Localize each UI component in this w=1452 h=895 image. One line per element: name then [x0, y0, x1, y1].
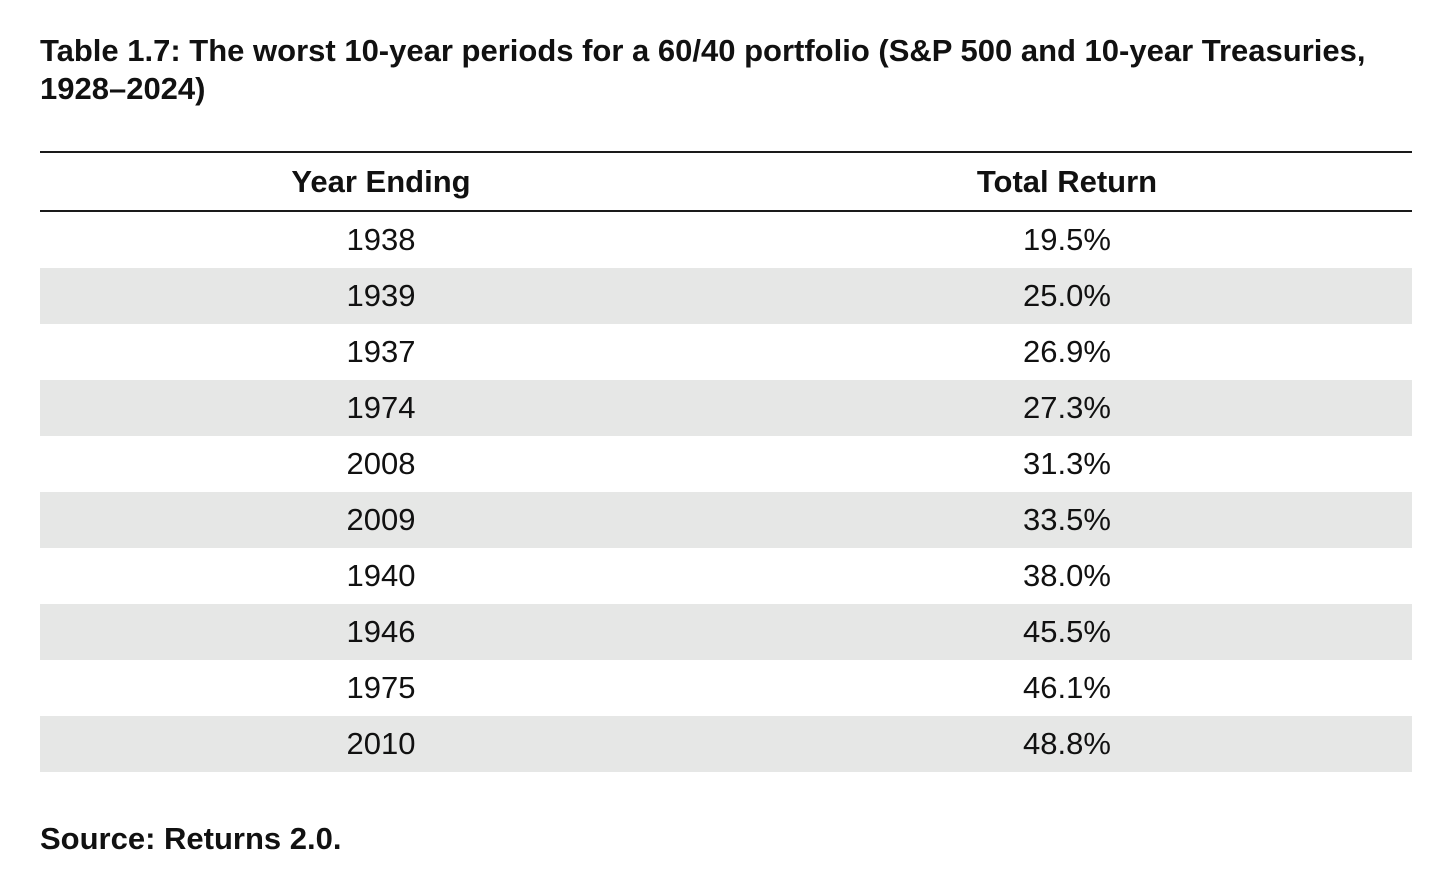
table-row: 2009 33.5% [40, 492, 1412, 548]
year-ending-cell: 2008 [346, 446, 416, 481]
total-return-cell: 25.0% [722, 268, 1412, 324]
table-row: 1946 45.5% [40, 604, 1412, 660]
table-row: 2008 31.3% [40, 436, 1412, 492]
table-row: 1975 46.1% [40, 660, 1412, 716]
total-return-cell: 38.0% [1023, 558, 1111, 593]
year-ending-cell: 2010 [40, 716, 722, 772]
table-row: 2010 48.8% [40, 716, 1412, 772]
year-ending-cell: 1946 [40, 604, 722, 660]
year-ending-cell: 1975 [346, 670, 416, 705]
table-row: 1974 27.3% [40, 380, 1412, 436]
table-row: 1940 38.0% [40, 548, 1412, 604]
table-row: 1937 26.9% [40, 324, 1412, 380]
column-header-total-return: Total Return [722, 152, 1412, 212]
source-note: Source: Returns 2.0. [40, 821, 342, 856]
year-ending-cell: 1939 [40, 268, 722, 324]
total-return-cell: 26.9% [1023, 334, 1111, 369]
year-ending-cell: 1938 [346, 222, 416, 257]
year-ending-cell: 1974 [40, 380, 722, 436]
total-return-cell: 45.5% [722, 604, 1412, 660]
year-ending-cell: 2009 [40, 492, 722, 548]
table-row: 1939 25.0% [40, 268, 1412, 324]
table-title: Table 1.7: The worst 10-year periods for… [40, 33, 1366, 106]
year-ending-cell: 1937 [346, 334, 416, 369]
year-ending-cell: 1940 [346, 558, 416, 593]
total-return-cell: 31.3% [1023, 446, 1111, 481]
total-return-cell: 19.5% [1023, 222, 1111, 257]
table-row: 1938 19.5% [40, 211, 1412, 268]
total-return-cell: 33.5% [722, 492, 1412, 548]
total-return-cell: 48.8% [722, 716, 1412, 772]
column-header-year-ending: Year Ending [40, 152, 722, 212]
table-header-row: Year Ending Total Return [40, 152, 1412, 212]
total-return-cell: 27.3% [722, 380, 1412, 436]
total-return-cell: 46.1% [1023, 670, 1111, 705]
returns-table: Year Ending Total Return 1938 19.5% 1939… [40, 151, 1412, 772]
